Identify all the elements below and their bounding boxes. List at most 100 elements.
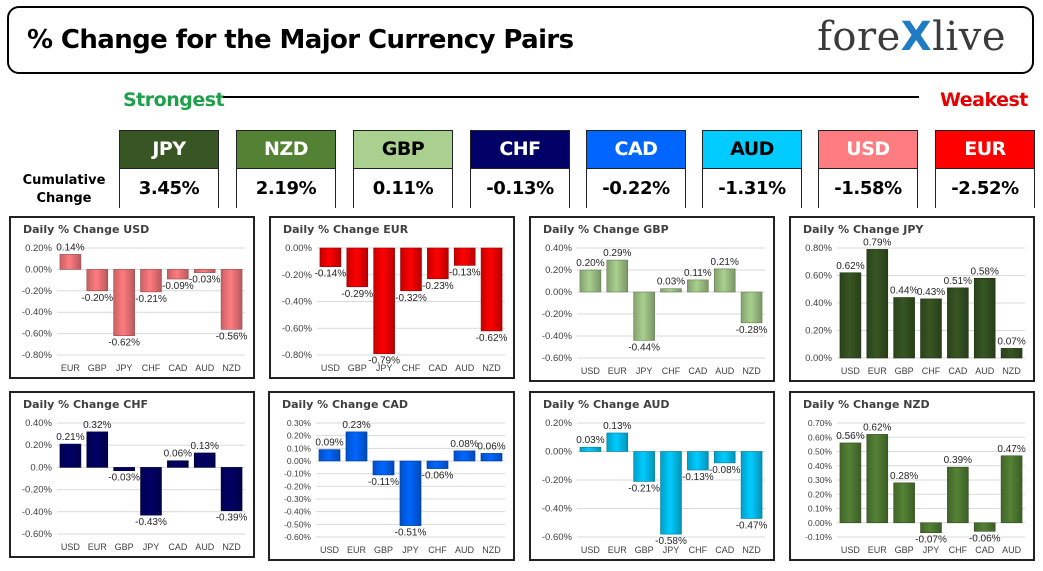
bar xyxy=(920,298,942,359)
data-label: 0.09% xyxy=(315,438,343,449)
y-tick-label: 0.20% xyxy=(25,440,52,451)
chart-svg: 0.20% 0.00% -0.20% -0.40% -0.60% 0.03% USD 0.13… xyxy=(542,418,768,555)
data-label: 0.43% xyxy=(917,287,945,298)
cumulative-value: 2.19% xyxy=(237,169,335,208)
data-label: 0.39% xyxy=(944,455,972,466)
x-tick-label: NZD xyxy=(742,545,761,555)
cumulative-value: -1.31% xyxy=(703,169,801,208)
x-tick-label: USD xyxy=(841,366,861,376)
cumulative-value: -2.52% xyxy=(936,169,1034,208)
chart-svg: 0.20% 0.00% -0.20% -0.40% -0.60% -0.80% 0.14% E… xyxy=(22,242,248,373)
x-tick-label: USD xyxy=(581,366,601,376)
bar xyxy=(713,268,736,293)
forexlive-logo: foreXlive xyxy=(817,14,1006,60)
x-tick-label: GBP xyxy=(88,363,107,373)
x-tick-label: EUR xyxy=(608,545,628,555)
data-label: -0.21% xyxy=(135,294,167,305)
data-label: 0.03% xyxy=(576,435,604,446)
x-tick-label: AUD xyxy=(1002,545,1022,555)
logo-text-left: fore xyxy=(817,14,901,60)
x-tick-label: GBP xyxy=(348,363,367,373)
y-tick-label: -0.20% xyxy=(22,286,53,297)
data-label: 0.32% xyxy=(83,420,111,431)
data-label: -0.79% xyxy=(368,356,400,367)
data-label: 0.44% xyxy=(890,286,918,297)
chart-panel-1: Daily % Change EUR 0.00% -0.20% -0.40% -0.60… xyxy=(269,216,515,379)
bar xyxy=(713,451,736,464)
y-tick-label: 0.30% xyxy=(808,475,833,485)
bar xyxy=(973,522,996,532)
x-tick-label: NZD xyxy=(742,366,761,376)
data-label: -0.03% xyxy=(189,275,221,286)
x-tick-label: CAD xyxy=(168,542,188,552)
data-label: -0.20% xyxy=(81,293,113,304)
bar xyxy=(453,247,476,266)
data-label: 0.20% xyxy=(576,258,604,269)
x-tick-label: JPY xyxy=(663,545,680,555)
y-tick-label: 0.20% xyxy=(808,489,833,499)
x-tick-label: GBP xyxy=(115,542,134,552)
x-tick-label: CAD xyxy=(948,366,968,376)
x-tick-label: CAD xyxy=(715,545,735,555)
bar xyxy=(606,432,629,452)
data-label: -0.06% xyxy=(422,471,454,482)
y-tick-label: -0.60% xyxy=(22,329,53,340)
bar xyxy=(893,482,915,524)
cumulative-change-label: Cumulative Change xyxy=(20,172,108,208)
bar xyxy=(579,446,602,452)
x-tick-label: USD xyxy=(320,545,340,555)
y-tick-label: -0.20% xyxy=(542,475,573,486)
x-tick-label: AUD xyxy=(715,366,735,376)
cumulative-label-line2: Change xyxy=(36,191,92,206)
chart-svg: 0.80% 0.60% 0.40% 0.20% 0.00% 0.62% USD 0.79% EU… xyxy=(805,237,1026,376)
chart-title: Daily % Change USD xyxy=(23,223,150,236)
bar xyxy=(893,297,915,359)
bar xyxy=(113,269,135,337)
cumulative-box-eur: EUR -2.52% xyxy=(935,130,1035,208)
bar xyxy=(220,467,243,511)
bar xyxy=(453,450,476,462)
x-tick-label: CAD xyxy=(975,545,995,555)
x-tick-label: JPY xyxy=(143,542,160,552)
bar xyxy=(59,254,82,270)
bar xyxy=(866,249,889,359)
chart-title: Daily % Change NZD xyxy=(803,398,930,411)
cumulative-value: -0.22% xyxy=(587,169,685,208)
y-tick-label: -0.50% xyxy=(284,519,311,529)
data-label: 0.47% xyxy=(997,444,1025,455)
y-tick-label: 0.20% xyxy=(287,431,312,441)
y-tick-label: -0.40% xyxy=(282,297,313,308)
y-tick-label: 0.70% xyxy=(808,418,833,428)
x-tick-label: NZD xyxy=(482,545,501,555)
y-tick-label: -0.20% xyxy=(284,481,311,491)
y-tick-label: -0.40% xyxy=(542,504,573,515)
chart-svg: 0.40% 0.20% 0.0% -0.20% -0.40% -0.60% 0.21% USD… xyxy=(22,418,248,552)
data-label: -0.32% xyxy=(395,293,427,304)
data-label: 0.62% xyxy=(863,422,891,433)
data-label: -0.39% xyxy=(216,513,248,524)
y-tick-label: 0.40% xyxy=(25,418,52,429)
x-tick-label: AUD xyxy=(455,545,475,555)
data-label: 0.14% xyxy=(56,242,84,253)
data-label: -0.11% xyxy=(368,477,399,488)
currency-code: NZD xyxy=(237,131,335,169)
y-tick-label: -0.40% xyxy=(22,307,53,318)
y-tick-label: 0.00% xyxy=(287,456,312,466)
bar xyxy=(373,247,395,354)
x-tick-label: EUR xyxy=(868,366,888,376)
bar xyxy=(740,451,763,519)
bar xyxy=(113,467,135,472)
bar xyxy=(426,460,449,469)
bar xyxy=(973,277,996,359)
data-label: -0.47% xyxy=(736,520,768,531)
y-tick-label: 0.10% xyxy=(287,443,312,453)
cumulative-value: 3.45% xyxy=(120,169,218,208)
x-tick-label: USD xyxy=(581,545,601,555)
y-tick-label: -0.20% xyxy=(22,485,53,496)
data-label: -0.58% xyxy=(655,536,687,547)
cumulative-box-nzd: NZD 2.19% xyxy=(236,130,336,208)
bar xyxy=(220,269,243,330)
data-label: 0.03% xyxy=(657,277,685,288)
data-label: -0.44% xyxy=(628,342,660,353)
data-label: -0.29% xyxy=(341,289,373,300)
